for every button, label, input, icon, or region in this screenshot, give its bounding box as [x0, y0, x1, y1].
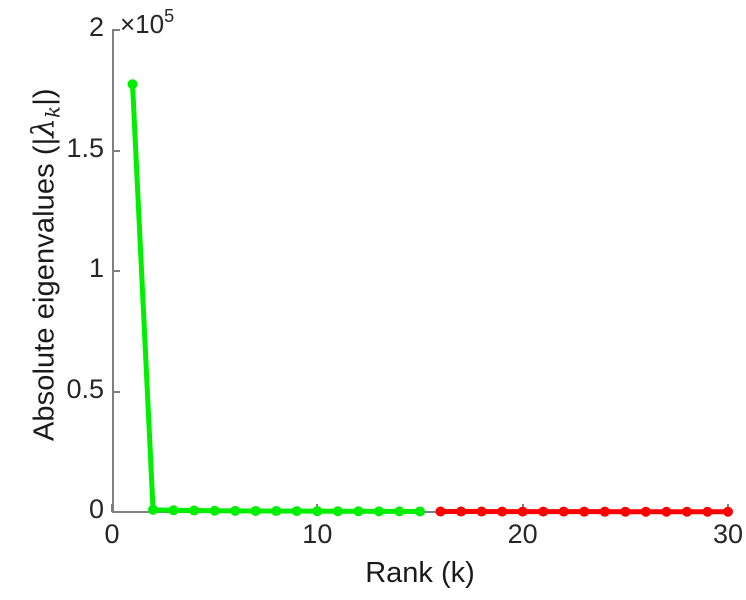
y-tick-label: 0.5: [66, 373, 104, 404]
x-axis-label: Rank (k): [365, 557, 475, 589]
y-tick-label: 1: [88, 253, 104, 283]
y-tick-mark: [112, 270, 120, 272]
x-tick-label: 10: [302, 519, 333, 549]
y-tick-label: 1.5: [66, 132, 104, 163]
x-tick-label: 0: [104, 519, 120, 549]
data-point-marker: [148, 504, 159, 515]
x-axis-spine: [112, 511, 729, 513]
series-line: [130, 81, 423, 514]
x-tick-label: 20: [507, 519, 538, 549]
x-tick-mark: [727, 504, 729, 512]
data-point-marker: [127, 79, 138, 90]
x-tick-mark: [111, 504, 113, 512]
series-green: [127, 79, 425, 517]
y-tick-label: 0: [88, 494, 104, 524]
y-axis-exponent-multiplier: ×105: [120, 6, 174, 40]
y-axis-label-suffix: |): [28, 88, 61, 106]
y-tick-mark: [112, 511, 120, 513]
x-tick-mark: [316, 504, 319, 512]
lambda-subscript: k: [40, 105, 65, 119]
y-tick-label: 2: [88, 12, 104, 42]
exponent-base: ×10: [120, 9, 165, 40]
x-tick-label: 30: [712, 519, 744, 549]
exponent-power: 5: [164, 6, 175, 26]
y-tick-mark: [112, 149, 120, 152]
y-tick-mark: [112, 390, 120, 393]
x-tick-mark: [521, 504, 524, 512]
y-tick-mark: [112, 29, 120, 31]
